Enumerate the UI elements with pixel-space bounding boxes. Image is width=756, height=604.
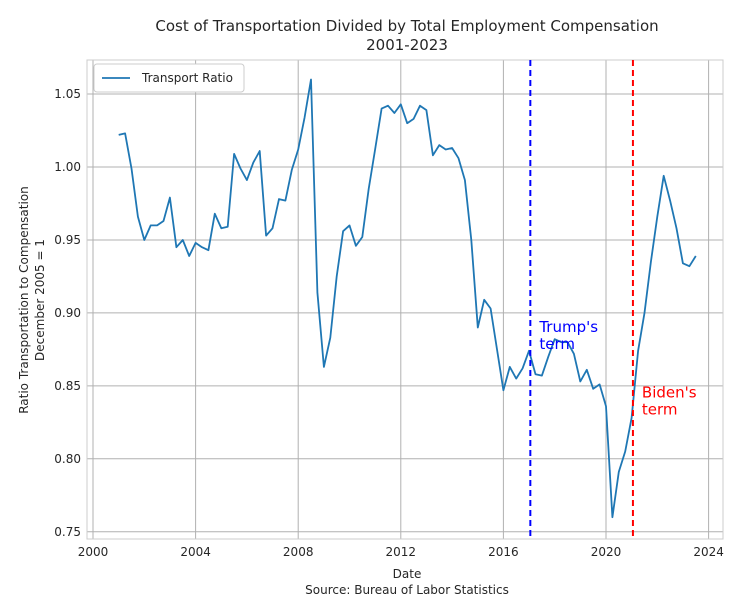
y-tick-label: 1.00	[54, 160, 81, 174]
plot-area-frame	[86, 59, 724, 540]
series-points	[118, 79, 696, 518]
y-tick-label: 1.05	[54, 87, 81, 101]
y-tick-label: 0.90	[54, 306, 81, 320]
annotation-trump-line2: term	[539, 335, 575, 353]
annotation-biden-line1: Biden's	[642, 384, 697, 402]
chart-title: Cost of Transportation Divided by Total …	[155, 17, 658, 35]
legend: Transport Ratio	[93, 63, 245, 93]
x-tick-label: 2016	[488, 545, 519, 559]
legend-label-transport-ratio: Transport Ratio	[141, 71, 233, 85]
x-tick-labels: 2000 2004 2008 2012 2016 2020 2024	[78, 545, 724, 559]
x-tick-label: 2000	[78, 545, 109, 559]
source-note: Source: Bureau of Labor Statistics	[305, 583, 509, 597]
y-tick-labels: 0.75 0.80 0.85 0.90 0.95 1.00 1.05	[54, 87, 81, 539]
x-tick-label: 2024	[693, 545, 724, 559]
x-tick-label: 2012	[386, 545, 417, 559]
y-tick-label: 0.95	[54, 233, 81, 247]
x-tick-label: 2004	[180, 545, 211, 559]
y-tick-label: 0.75	[54, 525, 81, 539]
annotation-trump-line1: Trump's	[538, 318, 598, 336]
chart-subtitle: 2001-2023	[366, 36, 448, 54]
y-tick-label: 0.80	[54, 452, 81, 466]
y-gridlines	[87, 93, 723, 533]
x-tick-label: 2020	[591, 545, 622, 559]
y-tick-label: 0.85	[54, 379, 81, 393]
annotation-biden-line2: term	[642, 401, 678, 419]
x-axis-label: Date	[393, 567, 422, 581]
y-axis-label-line2: December 2005 = 1	[33, 239, 47, 361]
legend-box	[93, 63, 245, 93]
x-tick-label: 2008	[283, 545, 314, 559]
y-axis-label-line1: Ratio Transportation to Compensation	[17, 186, 31, 414]
